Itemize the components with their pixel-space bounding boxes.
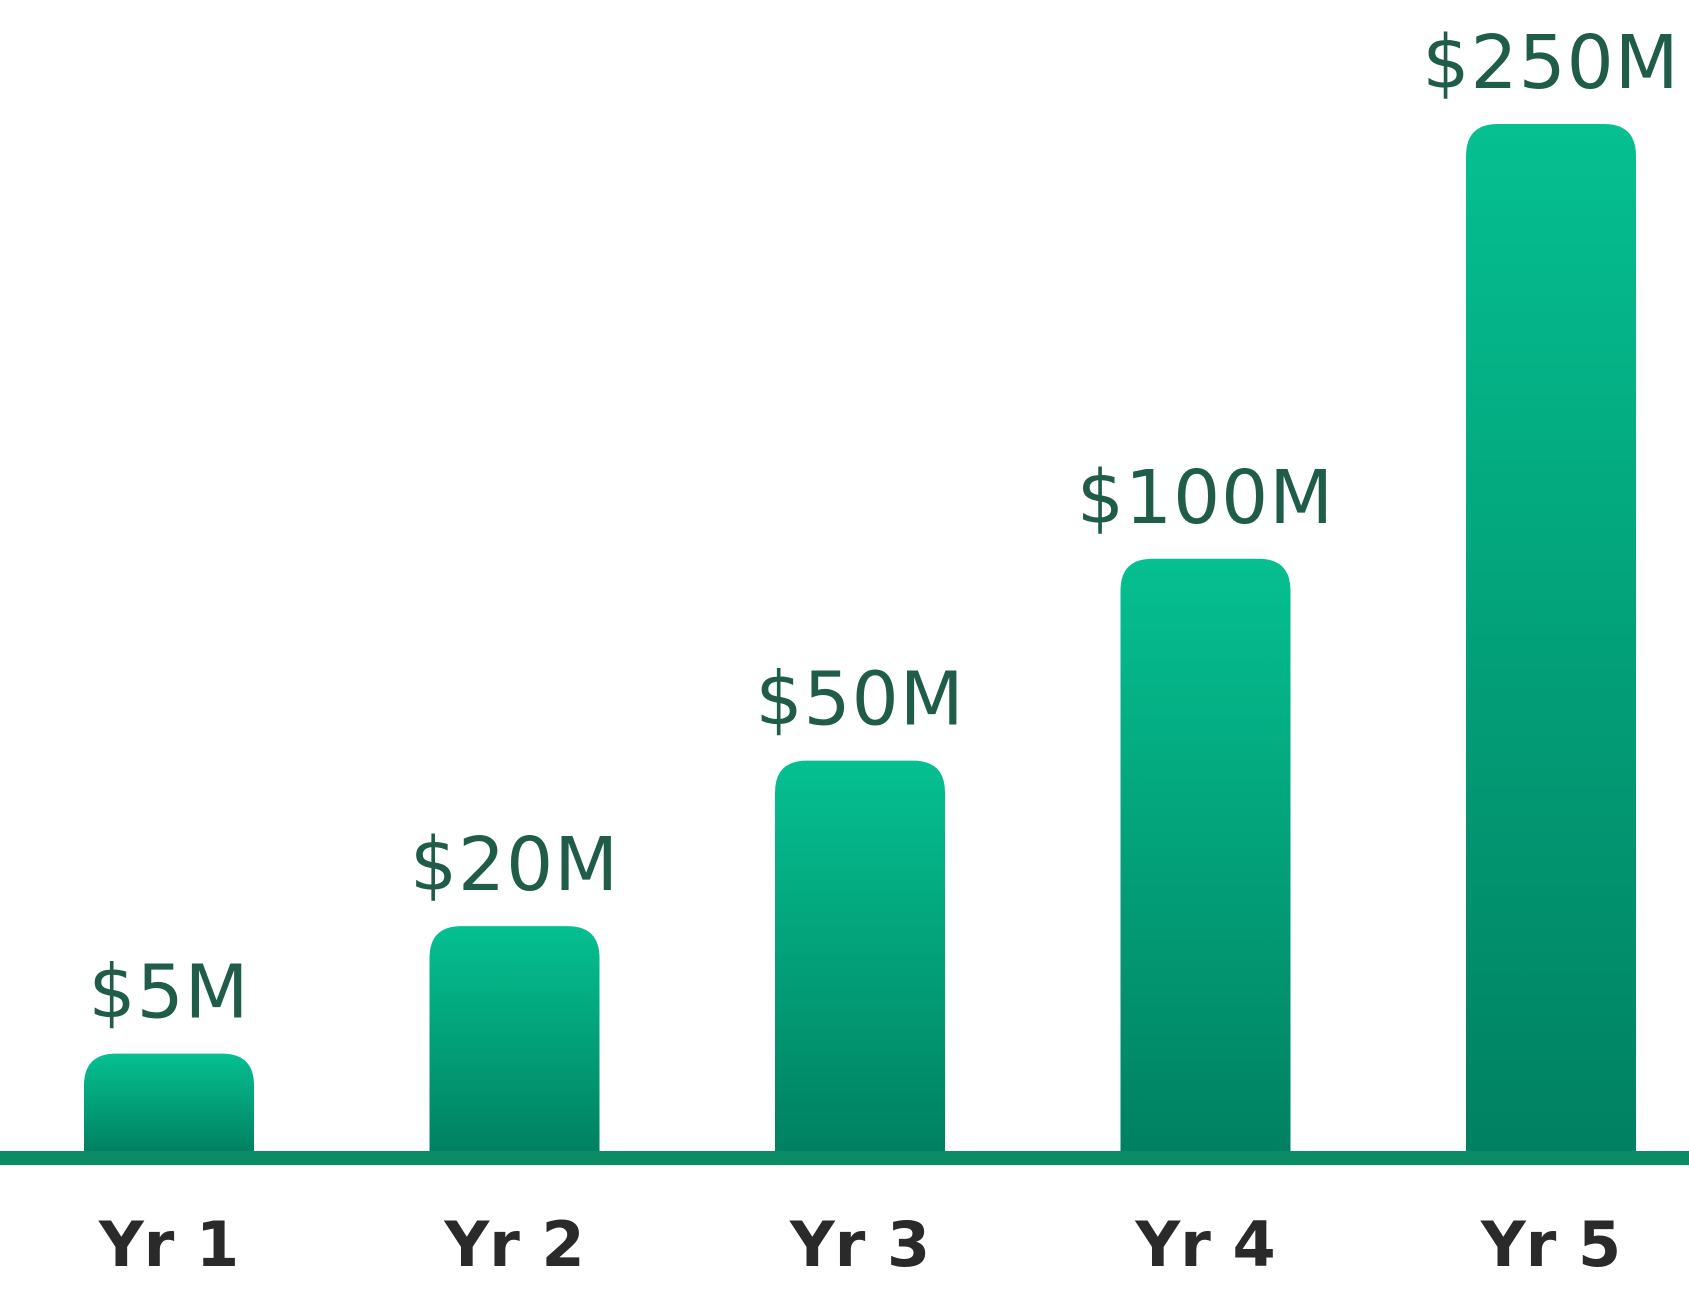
- bar-2: [429, 926, 600, 1152]
- x-tick-label: Yr 5: [1480, 1208, 1621, 1281]
- bar-value-label: $100M: [1077, 455, 1334, 541]
- bar-3: [775, 760, 945, 1152]
- x-tick-label: Yr 2: [443, 1208, 584, 1281]
- bar-5: [1466, 124, 1636, 1152]
- bars-layer: [84, 124, 1636, 1152]
- bar-value-label: $50M: [755, 657, 964, 743]
- bar-1: [84, 1053, 254, 1152]
- x-tick-label: Yr 4: [1134, 1208, 1275, 1281]
- labels-layer: $5M Yr 1 $20M Yr 2 $50M Yr 3 $100M Yr 4 $250M Yr …: [88, 20, 1679, 1281]
- bar-value-label: $20M: [410, 822, 619, 908]
- x-axis-baseline: [0, 1151, 1689, 1165]
- x-tick-label: Yr 1: [98, 1208, 239, 1281]
- x-tick-label: Yr 3: [789, 1208, 930, 1281]
- bar-value-label: $250M: [1422, 20, 1679, 106]
- bar-4: [1120, 558, 1291, 1152]
- bar-value-label: $5M: [88, 950, 249, 1036]
